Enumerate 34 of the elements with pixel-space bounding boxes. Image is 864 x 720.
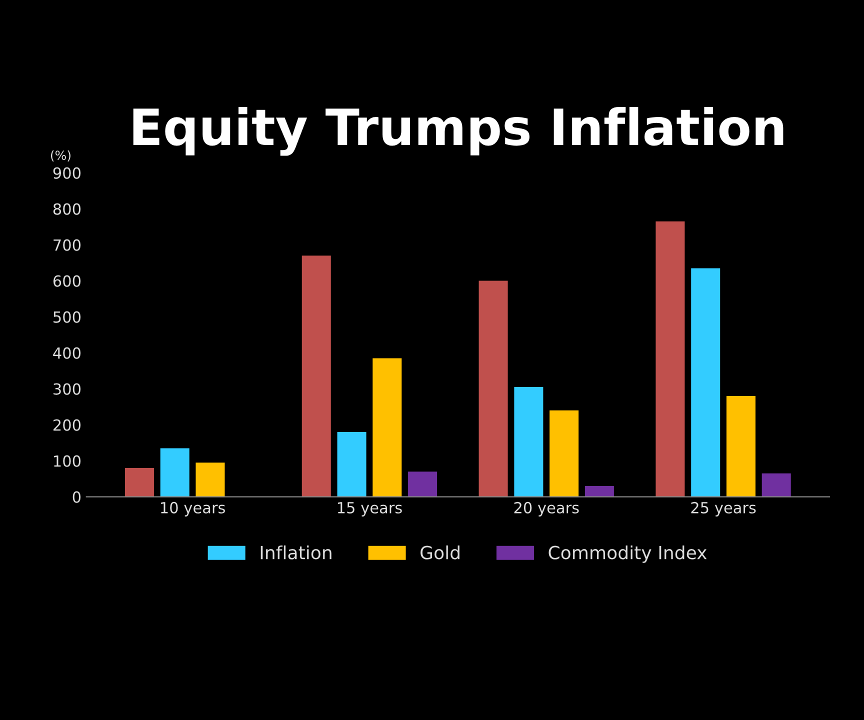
bar bbox=[124, 468, 154, 497]
bar bbox=[408, 472, 438, 497]
bar bbox=[478, 280, 508, 497]
y-tick-label: 600 bbox=[53, 275, 81, 287]
bar bbox=[584, 486, 614, 497]
y-tick-label: 100 bbox=[54, 455, 81, 467]
bar bbox=[762, 473, 791, 497]
bar bbox=[550, 410, 579, 497]
bar bbox=[196, 462, 225, 497]
bar bbox=[656, 221, 685, 497]
bar bbox=[726, 396, 756, 497]
bar bbox=[160, 448, 190, 497]
y-tick-label: 200 bbox=[53, 419, 81, 431]
chart-title: Equity Trumps Inflation bbox=[133, 107, 784, 156]
legend-label: Commodity Index bbox=[548, 545, 707, 563]
x-tick-label: 25 years bbox=[691, 502, 756, 516]
x-tick-label: 15 years bbox=[338, 502, 402, 516]
y-tick-label: 700 bbox=[54, 239, 81, 251]
bar bbox=[337, 432, 366, 497]
y-tick-label: 400 bbox=[53, 347, 81, 359]
bar bbox=[372, 358, 402, 497]
y-tick-label: 500 bbox=[54, 311, 81, 323]
y-tick-label: 800 bbox=[53, 203, 81, 215]
x-tick-label: 20 years bbox=[514, 502, 579, 516]
x-tick-label: 10 years bbox=[161, 502, 225, 516]
bar bbox=[514, 387, 544, 497]
y-axis-title: (%) bbox=[50, 150, 70, 162]
y-tick-label: 900 bbox=[53, 167, 81, 179]
y-tick-label: 0 bbox=[72, 491, 81, 503]
y-tick-label: 300 bbox=[54, 383, 81, 395]
legend-label: Inflation bbox=[260, 545, 332, 560]
bar bbox=[691, 268, 720, 497]
bar bbox=[302, 256, 331, 497]
legend-label: Gold bbox=[420, 545, 460, 560]
